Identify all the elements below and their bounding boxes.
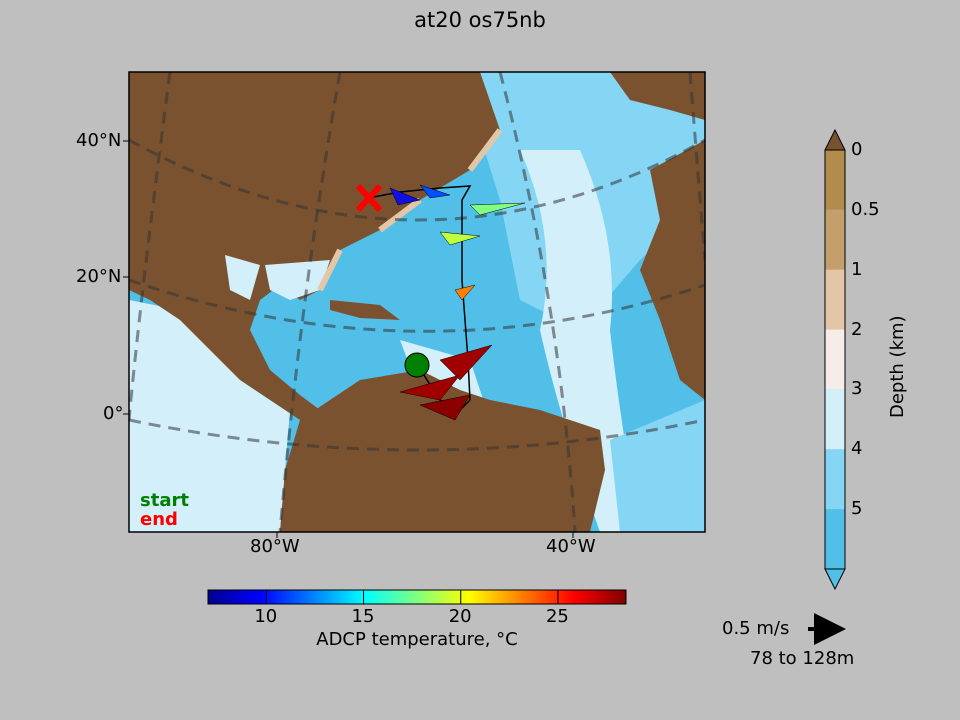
velocity-vectors [389,184,526,421]
depth-colorbar-top-extend [824,128,846,151]
start-marker [404,352,430,378]
lat-tick-label: 40°N [76,130,122,151]
africa [640,140,705,400]
depth-colorbar-segment [825,449,845,510]
depth-colorbar-segment [825,389,845,450]
lat-tick-label: 20°N [76,266,122,287]
vector-mid [469,202,526,216]
depth-colorbar-label: Depth (km) [887,315,908,418]
vector-warm [454,284,476,301]
legend-end: end [140,509,178,530]
shelf [317,128,503,292]
greenland [610,72,705,120]
map-frame [128,71,706,533]
lat-tick-label: 0° [103,403,124,424]
depth-colorbar-frame [824,149,846,570]
legend-start: start [140,490,189,511]
south-america [280,370,605,532]
depth-tick-label: 3 [851,378,863,400]
depth-colorbar-bottom-extend [824,568,846,591]
temperature-tick-label: 20 [448,606,472,627]
vector-warm [439,344,493,381]
vector-depth-range: 78 to 128m [750,648,855,669]
depth-tick-label: 4 [851,438,863,460]
depth-tick-label: 5 [851,498,863,520]
caribbean-islands [330,300,400,320]
temperature-tick-label: 25 [545,606,569,627]
vector-mid [439,231,481,246]
depth-tick-label: 0.5 [851,198,880,220]
gulf-of-california [225,255,260,300]
temperature-tick-label: 10 [254,606,278,627]
lon-tick-label: 40°W [546,536,596,557]
vector-cold [419,184,451,199]
depth-colorbar-segment [825,150,845,210]
vector-warm [399,374,461,401]
gulf-of-mexico [265,260,330,300]
end-marker [355,183,383,213]
map-area [129,72,705,532]
temperature-tick-label: 15 [351,606,375,627]
map-tick-marks [123,140,574,538]
lon-tick-label: 80°W [250,536,300,557]
depth-colorbar-segment [825,269,845,330]
depth-tick-label: 1 [851,258,863,280]
temperature-colorbar-label: ADCP temperature, °C [316,629,518,650]
depth-colorbar-segment [825,509,845,569]
temperature-colorbar [207,589,627,605]
graticule [129,72,705,532]
vector-warm [419,394,471,421]
north-america [129,72,500,420]
vector-cold [389,187,421,206]
depth-colorbar-segment [825,329,845,390]
depth-tick-label: 0 [851,139,863,160]
depth-colorbar-segment [825,209,845,270]
depth-colorbar [824,128,846,591]
depth-tick-label: 2 [851,318,863,340]
plot-title: at20 os75nb [414,8,546,32]
vector-scale-label: 0.5 m/s [722,618,790,639]
